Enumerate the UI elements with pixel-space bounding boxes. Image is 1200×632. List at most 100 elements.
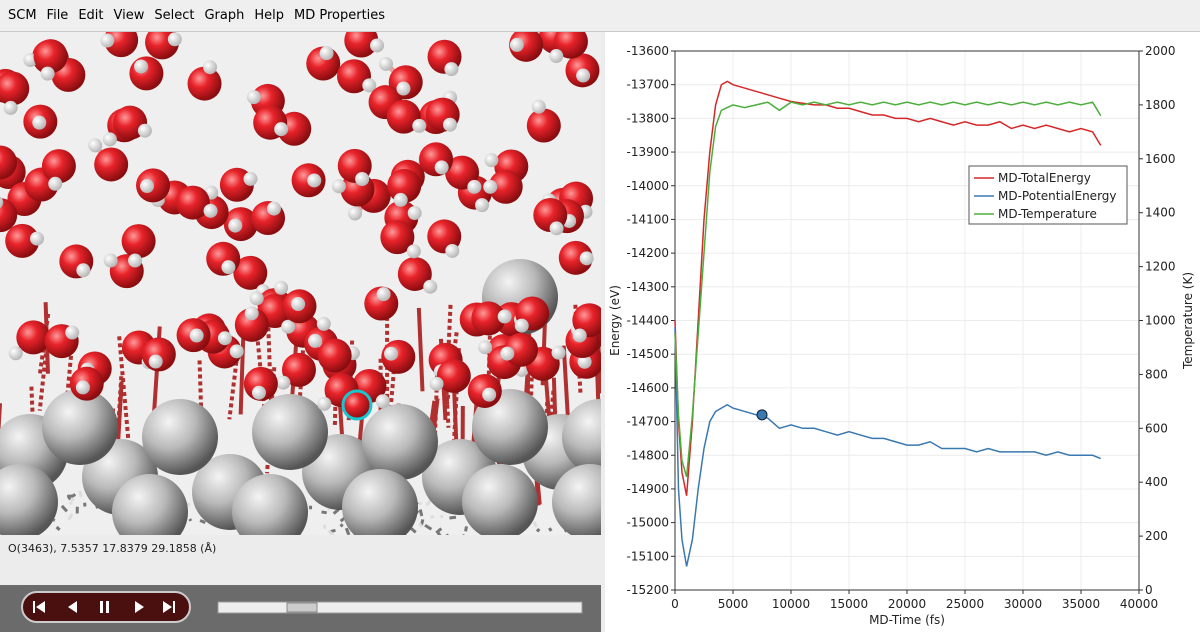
- y-tick-label: -14800: [626, 448, 669, 462]
- y2-tick-label: 1800: [1145, 98, 1176, 112]
- hydrogen-atom: [429, 376, 444, 391]
- status-area: [0, 535, 601, 585]
- last-frame-button[interactable]: [163, 601, 175, 613]
- molecule-scene: [0, 32, 601, 535]
- hydrogen-atom: [370, 38, 385, 53]
- slider-handle[interactable]: [286, 602, 318, 613]
- metal-atom: [552, 464, 601, 535]
- cursor-marker: [756, 409, 768, 421]
- x-axis-label: MD-Time (fs): [869, 613, 945, 627]
- y2-tick-label: 2000: [1145, 44, 1176, 58]
- bond: [322, 524, 327, 530]
- oxygen-atom: [175, 185, 210, 220]
- hydrogen-atom: [442, 117, 457, 132]
- hydrogen-atom: [76, 263, 91, 278]
- hydrogen-atom: [319, 46, 334, 61]
- hydrogen-atom: [3, 100, 18, 115]
- metal-atom: [252, 394, 328, 470]
- oxygen-atom: [281, 352, 316, 387]
- bond: [227, 347, 241, 420]
- oxygen-atom: [380, 220, 415, 255]
- bond: [344, 527, 351, 535]
- menu-item[interactable]: Help: [254, 8, 284, 23]
- hydrogen-atom: [32, 115, 47, 130]
- hydrogen-atom: [509, 37, 524, 52]
- oxygen-atom: [526, 108, 561, 143]
- y2-axis-label: Temperature (K): [1181, 272, 1195, 370]
- hydrogen-atom: [393, 192, 408, 207]
- metal-atom: [42, 389, 118, 465]
- previous-button[interactable]: [68, 601, 77, 613]
- bond: [435, 527, 443, 534]
- hydrogen-atom: [244, 306, 259, 321]
- legend-label: MD-TotalEnergy: [998, 171, 1091, 185]
- series-line: [674, 327, 1102, 567]
- oxygen-atom: [41, 149, 76, 184]
- frame-slider[interactable]: [217, 601, 583, 614]
- bond: [332, 357, 339, 428]
- y2-tick-label: 1600: [1145, 152, 1176, 166]
- hydrogen-atom: [406, 244, 421, 259]
- hydrogen-atom: [434, 160, 449, 175]
- hydrogen-atom: [384, 346, 399, 361]
- legend-label: MD-Temperature: [998, 207, 1097, 221]
- y2-tick-label: 600: [1145, 421, 1168, 435]
- hydrogen-atom: [423, 279, 438, 294]
- oxygen-atom: [187, 66, 222, 101]
- menu-item[interactable]: View: [113, 8, 145, 23]
- x-tick-label: 35000: [1062, 597, 1100, 611]
- oxygen-atom: [471, 301, 506, 336]
- hydrogen-atom: [444, 62, 459, 77]
- menu-item[interactable]: Graph: [204, 8, 245, 23]
- hydrogen-atom: [8, 346, 23, 361]
- bond: [238, 333, 246, 415]
- oxygen-atom: [553, 32, 588, 59]
- y-axis-label: Energy (eV): [608, 285, 622, 356]
- hydrogen-atom: [483, 179, 498, 194]
- oxygen-atom: [233, 255, 268, 290]
- y-tick-label: -14600: [626, 381, 669, 395]
- hydrogen-atom: [484, 153, 499, 168]
- y-tick-label: -15100: [626, 549, 669, 563]
- metal-atom: [462, 464, 538, 535]
- menu-item[interactable]: MD Properties: [294, 8, 386, 23]
- bond: [532, 521, 538, 528]
- x-tick-label: 25000: [946, 597, 984, 611]
- y-tick-label: -13700: [626, 78, 669, 92]
- legend-label: MD-PotentialEnergy: [998, 189, 1117, 203]
- y2-tick-label: 1200: [1145, 260, 1176, 274]
- hydrogen-atom: [475, 198, 490, 213]
- oxygen-atom: [386, 99, 421, 134]
- menu-item[interactable]: SCM: [8, 8, 37, 23]
- bond: [424, 523, 433, 531]
- y-tick-label: -14000: [626, 179, 669, 193]
- metal-atom: [112, 474, 188, 535]
- y-tick-label: -14400: [626, 314, 669, 328]
- metal-atom: [142, 399, 218, 475]
- y-tick-label: -14300: [626, 280, 669, 294]
- y-tick-label: -14700: [626, 415, 669, 429]
- oxygen-atom: [558, 240, 593, 275]
- oxygen-atom: [0, 71, 30, 106]
- y-tick-label: -15000: [626, 516, 669, 530]
- hydrogen-atom: [88, 138, 103, 153]
- y-tick-label: -14900: [626, 482, 669, 496]
- hydrogen-atom: [217, 331, 232, 346]
- y2-tick-label: 800: [1145, 367, 1168, 381]
- hydrogen-atom: [572, 328, 587, 343]
- bond: [78, 490, 83, 498]
- oxygen-atom: [121, 224, 156, 259]
- menu-item[interactable]: File: [46, 8, 69, 23]
- next-button[interactable]: [135, 601, 144, 613]
- hydrogen-atom: [30, 231, 45, 246]
- hydrogen-atom: [467, 179, 482, 194]
- hydrogen-atom: [500, 346, 515, 361]
- bond: [327, 529, 336, 535]
- menu-item[interactable]: Edit: [78, 8, 104, 23]
- first-frame-button[interactable]: [33, 601, 45, 613]
- menu-item[interactable]: Select: [154, 8, 195, 23]
- hydrogen-atom: [167, 32, 182, 47]
- pause-button[interactable]: [100, 601, 109, 613]
- y2-tick-label: 400: [1145, 475, 1168, 489]
- hydrogen-atom: [276, 375, 291, 390]
